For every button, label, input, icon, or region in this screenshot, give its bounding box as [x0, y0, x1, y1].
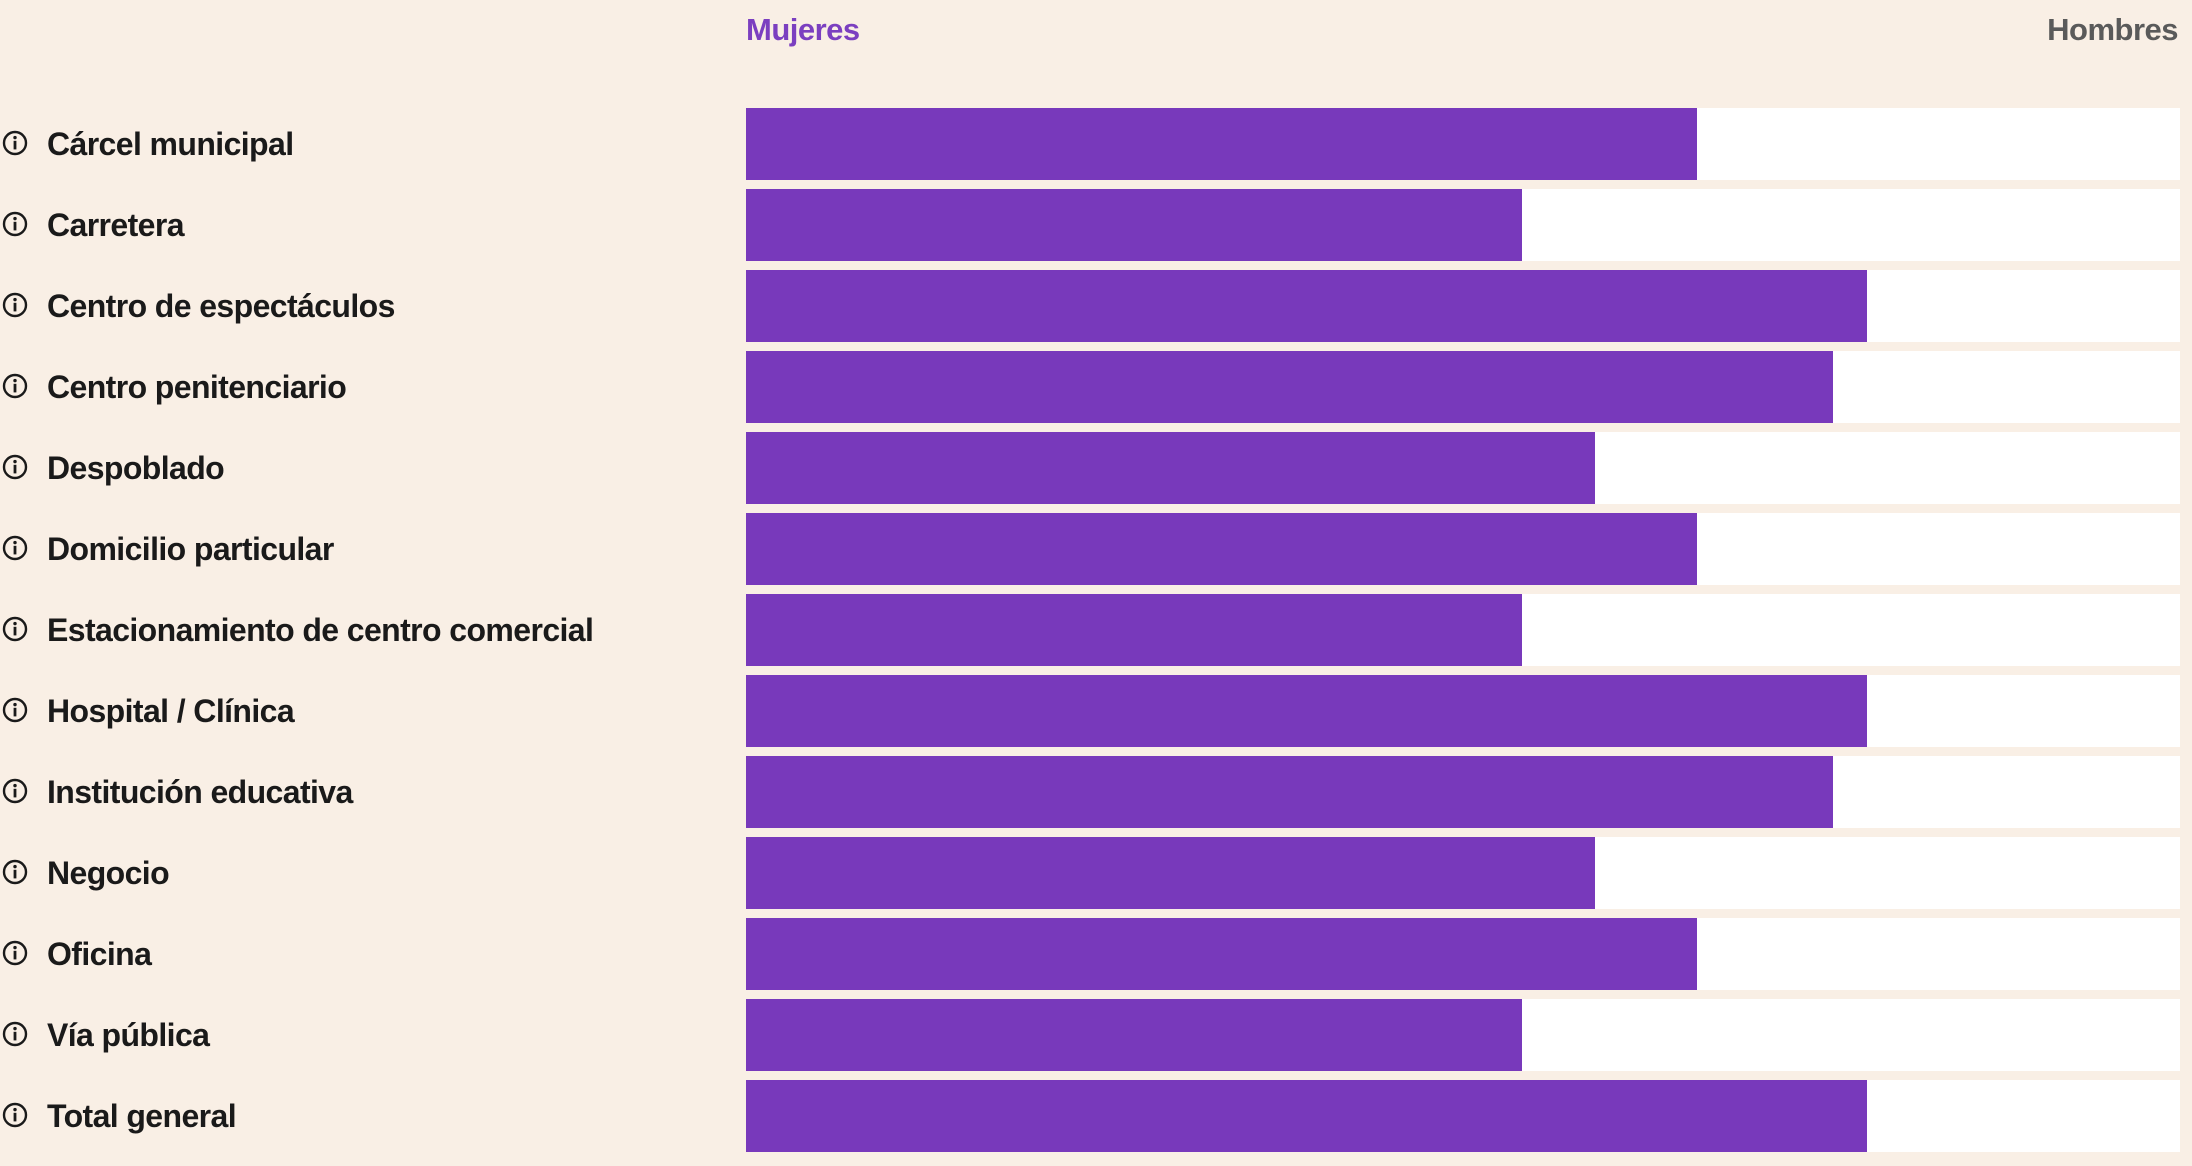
bar-mujeres[interactable]	[746, 189, 1522, 261]
category-label: Centro penitenciario	[47, 369, 347, 405]
chart-row: Total general	[0, 1080, 2192, 1152]
category-label: Centro de espectáculos	[47, 288, 395, 324]
bar-mujeres[interactable]	[746, 675, 1868, 747]
bar-mujeres[interactable]	[746, 837, 1595, 909]
bar-hombres[interactable]	[746, 351, 2180, 423]
chart-row: Cárcel municipal	[0, 108, 2192, 180]
info-icon[interactable]	[2, 373, 28, 399]
bar-mujeres[interactable]	[746, 432, 1595, 504]
bar-hombres[interactable]	[746, 594, 2180, 666]
category-label: Vía pública	[47, 1017, 210, 1053]
info-icon[interactable]	[2, 535, 28, 561]
chart-row: Oficina	[0, 918, 2192, 990]
info-icon[interactable]	[2, 697, 28, 723]
bar-hombres[interactable]	[746, 999, 2180, 1071]
info-icon[interactable]	[2, 616, 28, 642]
chart-row: Centro penitenciario	[0, 351, 2192, 423]
category-label: Total general	[47, 1098, 237, 1134]
info-icon[interactable]	[2, 211, 28, 237]
bar-hombres[interactable]	[746, 270, 2180, 342]
bar-hombres[interactable]	[746, 675, 2180, 747]
bar-mujeres[interactable]	[746, 270, 1868, 342]
category-label: Carretera	[47, 207, 185, 243]
bar-mujeres[interactable]	[746, 351, 1833, 423]
bar-hombres[interactable]	[746, 108, 2180, 180]
chart-row: Hospital / Clínica	[0, 675, 2192, 747]
category-label: Negocio	[47, 855, 170, 891]
info-icon[interactable]	[2, 778, 28, 804]
chart-row: Negocio	[0, 837, 2192, 909]
bar-mujeres[interactable]	[746, 513, 1697, 585]
chart-row: Centro de espectáculos	[0, 270, 2192, 342]
chart-row: Domicilio particular	[0, 513, 2192, 585]
category-label: Oficina	[47, 936, 152, 972]
bar-hombres[interactable]	[746, 513, 2180, 585]
chart-row: Estacionamiento de centro comercial	[0, 594, 2192, 666]
category-label: Estacionamiento de centro comercial	[47, 612, 594, 648]
info-icon[interactable]	[2, 859, 28, 885]
bar-mujeres[interactable]	[746, 1080, 1868, 1152]
bar-hombres[interactable]	[746, 189, 2180, 261]
category-label: Institución educativa	[47, 774, 353, 810]
info-icon[interactable]	[2, 1102, 28, 1128]
category-label: Cárcel municipal	[47, 126, 294, 162]
bar-hombres[interactable]	[746, 756, 2180, 828]
info-icon[interactable]	[2, 1021, 28, 1047]
bar-hombres[interactable]	[746, 1080, 2180, 1152]
bar-hombres[interactable]	[746, 918, 2180, 990]
info-icon[interactable]	[2, 940, 28, 966]
chart-row: Despoblado	[0, 432, 2192, 504]
category-label: Hospital / Clínica	[47, 693, 295, 729]
bar-hombres[interactable]	[746, 837, 2180, 909]
bar-hombres[interactable]	[746, 432, 2180, 504]
chart-row: Vía pública	[0, 999, 2192, 1071]
chart-row: Carretera	[0, 189, 2192, 261]
bar-mujeres[interactable]	[746, 108, 1697, 180]
category-label: Despoblado	[47, 450, 225, 486]
category-label: Domicilio particular	[47, 531, 334, 567]
bar-mujeres[interactable]	[746, 594, 1522, 666]
info-icon[interactable]	[2, 454, 28, 480]
legend-women: Mujeres	[746, 12, 860, 47]
bar-mujeres[interactable]	[746, 918, 1697, 990]
chart-row: Institución educativa	[0, 756, 2192, 828]
bar-mujeres[interactable]	[746, 999, 1522, 1071]
info-icon[interactable]	[2, 292, 28, 318]
info-icon[interactable]	[2, 130, 28, 156]
legend-men: Hombres	[2047, 12, 2178, 47]
bar-mujeres[interactable]	[746, 756, 1833, 828]
